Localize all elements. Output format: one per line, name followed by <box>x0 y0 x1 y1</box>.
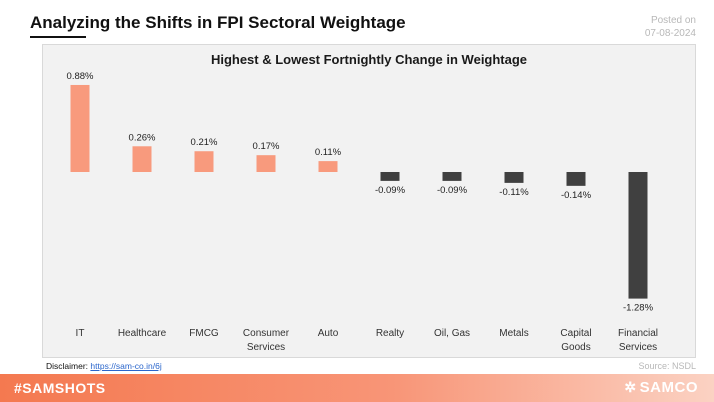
bar-8 <box>566 172 586 186</box>
bar-5 <box>380 172 400 181</box>
category-label-4: Auto <box>318 328 339 339</box>
category-label-6: Oil, Gas <box>434 328 470 339</box>
posted-label: Posted on <box>650 15 696 26</box>
data-label-2: 0.21% <box>191 137 218 148</box>
bar-chart: Highest & Lowest Fortnightly Change in W… <box>67 52 658 353</box>
brand-name: SAMCO <box>639 379 698 396</box>
data-label-1: 0.26% <box>129 132 156 143</box>
samco-logo-icon: ✲ <box>624 379 637 395</box>
posted-date: 07-08-2024 <box>644 28 696 39</box>
data-label-4: 0.11% <box>315 147 342 158</box>
brand-logo[interactable]: ✲ SAMCO <box>624 379 698 396</box>
posted-info: Posted on 07-08-2024 <box>645 14 696 40</box>
source-note: Source: NSDL <box>638 361 696 371</box>
bar-3 <box>256 155 276 172</box>
bar-1 <box>132 146 152 172</box>
data-label-0: 0.88% <box>67 71 94 82</box>
category-label-1: Healthcare <box>118 328 167 339</box>
chart-panel: Highest & Lowest Fortnightly Change in W… <box>42 44 696 358</box>
page-title: Analyzing the Shifts in FPI Sectoral Wei… <box>30 13 406 32</box>
bar-2 <box>194 151 214 172</box>
category-label-9-1: Services <box>619 342 657 353</box>
category-label-8-1: Goods <box>561 342 590 353</box>
footer-bar: #SAMSHOTS ✲ SAMCO <box>0 374 714 402</box>
category-label-0: IT <box>76 328 85 339</box>
bar-6 <box>442 172 462 181</box>
category-label-3-1: Services <box>247 342 285 353</box>
category-label-7: Metals <box>499 328 528 339</box>
data-label-7: -0.11% <box>499 187 529 198</box>
category-label-3-0: Consumer <box>243 328 290 339</box>
hashtag-label: #SAMSHOTS <box>14 380 106 396</box>
data-label-3: 0.17% <box>253 141 280 152</box>
category-label-2: FMCG <box>189 328 219 339</box>
category-label-9-0: Financial <box>618 328 658 339</box>
data-label-5: -0.09% <box>375 185 406 196</box>
bar-7 <box>504 172 524 183</box>
bar-0 <box>70 84 90 172</box>
disclaimer-label: Disclaimer: <box>46 361 89 371</box>
bar-4 <box>318 161 338 172</box>
title-underline <box>30 36 86 38</box>
chart-title: Highest & Lowest Fortnightly Change in W… <box>211 52 527 67</box>
data-label-9: -1.28% <box>623 303 654 314</box>
disclaimer: Disclaimer: https://sam-co.in/6j <box>46 361 162 371</box>
data-label-6: -0.09% <box>437 185 468 196</box>
data-label-8: -0.14% <box>561 190 592 201</box>
bar-9 <box>628 172 648 299</box>
category-label-5: Realty <box>376 328 404 339</box>
category-label-8-0: Capital <box>560 328 591 339</box>
disclaimer-link[interactable]: https://sam-co.in/6j <box>90 361 162 371</box>
